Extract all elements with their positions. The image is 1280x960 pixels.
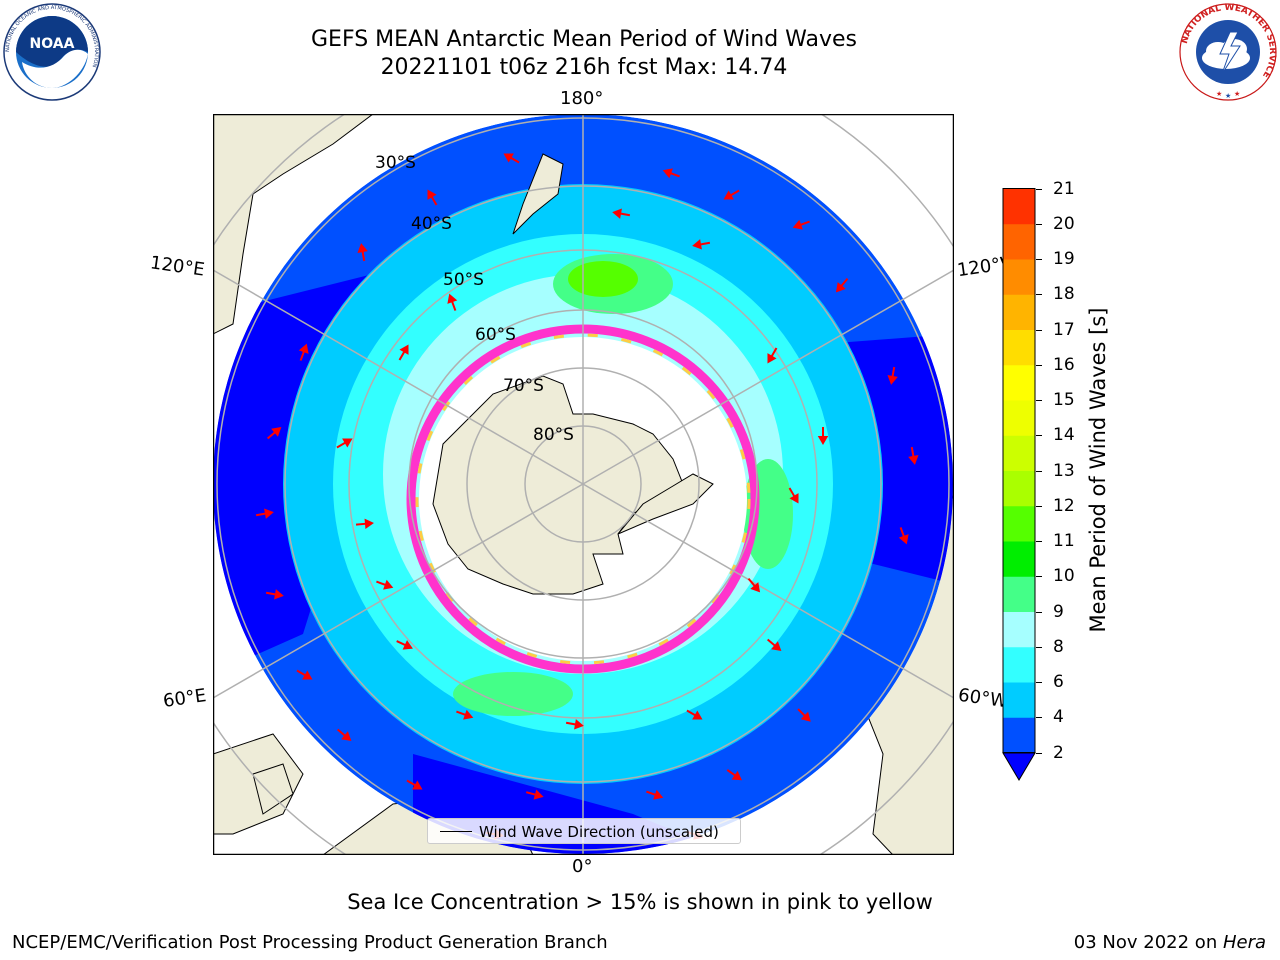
colorbar-segment — [1003, 329, 1035, 366]
chart-title: GEFS MEAN Antarctic Mean Period of Wind … — [0, 26, 1168, 82]
lon-label-120e: 120°E — [148, 252, 206, 281]
colorbar-segment — [1003, 435, 1035, 471]
colorbar-tick-mark — [1036, 400, 1042, 401]
colorbar — [1002, 188, 1036, 781]
colorbar-segment — [1003, 364, 1035, 401]
colorbar-tick-label: 20 — [1053, 213, 1075, 234]
colorbar-tick-mark — [1036, 646, 1042, 648]
footer-timestamp: 03 Nov 2022 on Hera — [1074, 932, 1266, 953]
colorbar-tick-label: 17 — [1053, 319, 1075, 340]
colorbar-segment — [1003, 541, 1035, 577]
colorbar-tick-mark — [1036, 682, 1042, 683]
colorbar-tick-label: 13 — [1053, 460, 1075, 481]
colorbar-tick-mark — [1036, 364, 1042, 366]
title-line-2: 20221101 t06z 216h fcst Max: 14.74 — [380, 55, 788, 80]
colorbar-segment — [1003, 717, 1035, 753]
colorbar-tick-label: 15 — [1053, 390, 1075, 410]
lat-label-80s: 80°S — [533, 425, 574, 445]
lat-label-40s: 40°S — [411, 214, 452, 234]
footer-date: 03 Nov 2022 on — [1073, 932, 1223, 953]
colorbar-tick-mark — [1036, 188, 1042, 190]
colorbar-tick-mark — [1036, 259, 1042, 260]
colorbar-tick-label: 4 — [1053, 707, 1064, 728]
noaa-logo: NATIONAL OCEANIC AND ATMOSPHERIC ADMINIS… — [3, 3, 101, 101]
svg-text:★: ★ — [1234, 90, 1240, 98]
noaa-logo-text: NOAA — [30, 36, 75, 52]
svg-text:★: ★ — [1225, 92, 1231, 100]
lat-label-50s: 50°S — [443, 270, 484, 290]
legend-line-icon — [440, 831, 472, 832]
colorbar-tick-label: 18 — [1053, 284, 1075, 305]
colorbar-tick-mark — [1036, 717, 1042, 719]
colorbar-segments — [1003, 188, 1035, 753]
colorbar-under-triangle — [1002, 752, 1036, 781]
colorbar-tick-mark — [1036, 576, 1042, 578]
lon-label-60e: 60°E — [161, 685, 208, 712]
lat-label-60s: 60°S — [475, 325, 516, 345]
map-legend: Wind Wave Direction (unscaled) — [427, 818, 741, 844]
colorbar-segment — [1003, 611, 1035, 648]
colorbar-tick-mark — [1036, 541, 1042, 542]
antarctic-peninsula — [617, 473, 714, 535]
colorbar-tick-mark — [1036, 611, 1042, 613]
title-line-1: GEFS MEAN Antarctic Mean Period of Wind … — [311, 27, 857, 52]
colorbar-tick-label: 19 — [1053, 249, 1075, 269]
colorbar-segment — [1003, 259, 1035, 295]
lat-label-70s: 70°S — [503, 376, 544, 396]
graticule — [213, 114, 954, 855]
colorbar-tick-label: 9 — [1053, 601, 1064, 622]
map-panel: 30°S 40°S 50°S 60°S 70°S 80°S — [212, 113, 955, 856]
colorbar-tick-label: 2 — [1053, 742, 1064, 763]
footer-credit: NCEP/EMC/Verification Post Processing Pr… — [12, 932, 608, 953]
colorbar-tick-mark — [1036, 294, 1042, 296]
colorbar-tick-mark — [1036, 223, 1042, 225]
colorbar-segment — [1003, 470, 1035, 507]
colorbar-label: Mean Period of Wind Waves [s] — [1086, 307, 1110, 633]
colorbar-tick-label: 11 — [1053, 531, 1075, 551]
colorbar-tick-mark — [1036, 470, 1042, 472]
lat-label-30s: 30°S — [375, 153, 416, 173]
colorbar-tick-mark — [1036, 329, 1042, 331]
lon-label-180: 180° — [560, 88, 604, 109]
madagascar-land — [252, 763, 294, 815]
lon-label-0: 0° — [572, 856, 593, 877]
colorbar-tick-label: 16 — [1053, 354, 1075, 375]
colorbar-segment — [1003, 223, 1035, 260]
legend-label: Wind Wave Direction (unscaled) — [479, 823, 719, 841]
colorbar-tick-label: 21 — [1053, 178, 1075, 199]
colorbar-tick-mark — [1036, 435, 1042, 437]
colorbar-segment — [1003, 646, 1035, 683]
svg-text:★: ★ — [1216, 90, 1222, 98]
colorbar-tick-mark — [1036, 505, 1042, 507]
sea-ice-caption: Sea Ice Concentration > 15% is shown in … — [347, 890, 933, 914]
map-border — [212, 113, 955, 856]
colorbar-segment — [1003, 188, 1035, 225]
colorbar-tick-label: 8 — [1053, 636, 1064, 657]
colorbar-tick-label: 14 — [1053, 425, 1075, 446]
colorbar-segment — [1003, 400, 1035, 436]
colorbar-tick-label: 6 — [1053, 672, 1064, 692]
colorbar-tick-label: 10 — [1053, 566, 1075, 587]
colorbar-segment — [1003, 682, 1035, 718]
footer-machine: Hera — [1222, 932, 1266, 953]
colorbar-segment — [1003, 576, 1035, 612]
colorbar-tick-mark — [1036, 752, 1042, 754]
colorbar-segment — [1003, 505, 1035, 542]
new-zealand-land — [512, 153, 564, 235]
antarctic-map: 30°S 40°S 50°S 60°S 70°S 80°S — [212, 113, 955, 856]
colorbar-segment — [1003, 294, 1035, 330]
nws-logo: NATIONAL WEATHER SERVICE ★ ★ ★ — [1179, 3, 1277, 101]
colorbar-tick-label: 12 — [1053, 495, 1075, 516]
wave-direction-arrows — [255, 153, 919, 840]
